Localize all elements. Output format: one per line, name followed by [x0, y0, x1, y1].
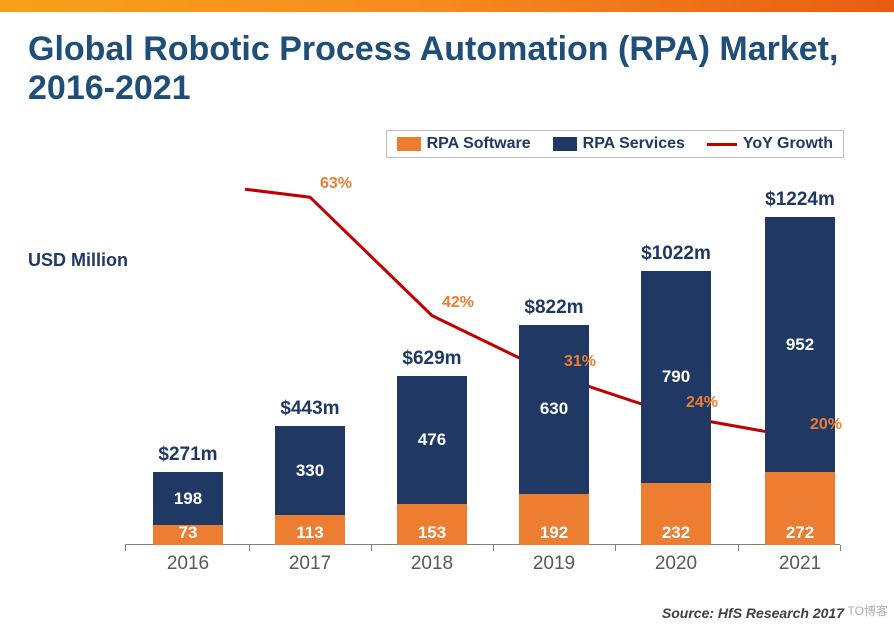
bar-value-services: 330	[275, 461, 345, 481]
x-axis-line	[125, 544, 840, 545]
x-axis-tick	[615, 545, 616, 551]
bar-segment-services: 330	[275, 426, 345, 514]
x-axis-tick	[125, 545, 126, 551]
bar-segment-software: 73	[153, 525, 223, 545]
bar-value-software: 73	[153, 523, 223, 543]
bar-value-software: 113	[275, 523, 345, 543]
bar-segment-software: 272	[765, 472, 835, 545]
chart-plot-area: 73198$271m2016113330$443m2017153476$629m…	[125, 175, 840, 545]
bar-value-software: 153	[397, 523, 467, 543]
bar-value-services: 630	[519, 399, 589, 419]
legend-label-services: RPA Services	[583, 135, 685, 153]
growth-label: 24%	[686, 394, 718, 412]
legend-item-growth: YoY Growth	[707, 135, 833, 153]
bar-total-label: $1224m	[744, 189, 856, 211]
legend: RPA Software RPA Services YoY Growth	[386, 130, 844, 158]
bar-segment-software: 153	[397, 504, 467, 545]
legend-swatch-growth	[707, 143, 737, 146]
bar-value-services: 952	[765, 335, 835, 355]
legend-label-growth: YoY Growth	[743, 135, 833, 153]
x-axis-category-label: 2019	[484, 553, 624, 575]
bar-segment-services: 630	[519, 325, 589, 494]
x-axis-tick	[371, 545, 372, 551]
bar-total-label: $822m	[498, 297, 610, 319]
bar-value-software: 232	[641, 523, 711, 543]
growth-label: 63%	[320, 175, 352, 193]
legend-swatch-services	[553, 137, 577, 151]
bar-total-label: $1022m	[620, 243, 732, 265]
legend-item-services: RPA Services	[553, 135, 685, 153]
bar-value-services: 790	[641, 367, 711, 387]
legend-label-software: RPA Software	[427, 135, 531, 153]
y-axis-label: USD Million	[28, 250, 128, 271]
bar-value-services: 476	[397, 430, 467, 450]
x-axis-tick	[249, 545, 250, 551]
chart-title: Global Robotic Process Automation (RPA) …	[28, 30, 866, 108]
x-axis-category-label: 2021	[730, 553, 870, 575]
x-axis-category-label: 2018	[362, 553, 502, 575]
source-footnote: Source: HfS Research 2017	[662, 605, 844, 621]
bar-value-software: 192	[519, 523, 589, 543]
bar-total-label: $443m	[254, 398, 366, 420]
growth-label: 42%	[442, 294, 474, 312]
bar-total-label: $629m	[376, 348, 488, 370]
bar-value-software: 272	[765, 523, 835, 543]
bar-segment-software: 232	[641, 483, 711, 545]
bar-segment-services: 790	[641, 271, 711, 483]
x-axis-tick	[840, 545, 841, 551]
bar-value-services: 198	[153, 489, 223, 509]
x-axis-tick	[493, 545, 494, 551]
x-axis-category-label: 2020	[606, 553, 746, 575]
growth-label: 31%	[564, 353, 596, 371]
x-axis-category-label: 2017	[240, 553, 380, 575]
x-axis-tick	[738, 545, 739, 551]
top-accent-band	[0, 0, 894, 12]
bar-segment-services: 476	[397, 376, 467, 504]
growth-label: 20%	[810, 416, 842, 434]
bar-total-label: $271m	[132, 444, 244, 466]
watermark: TO博客	[848, 602, 888, 619]
legend-swatch-software	[397, 137, 421, 151]
legend-item-software: RPA Software	[397, 135, 531, 153]
x-axis-category-label: 2016	[118, 553, 258, 575]
bar-segment-software: 192	[519, 494, 589, 545]
bar-segment-services: 198	[153, 472, 223, 525]
bar-segment-software: 113	[275, 515, 345, 545]
bar-segment-services: 952	[765, 217, 835, 472]
